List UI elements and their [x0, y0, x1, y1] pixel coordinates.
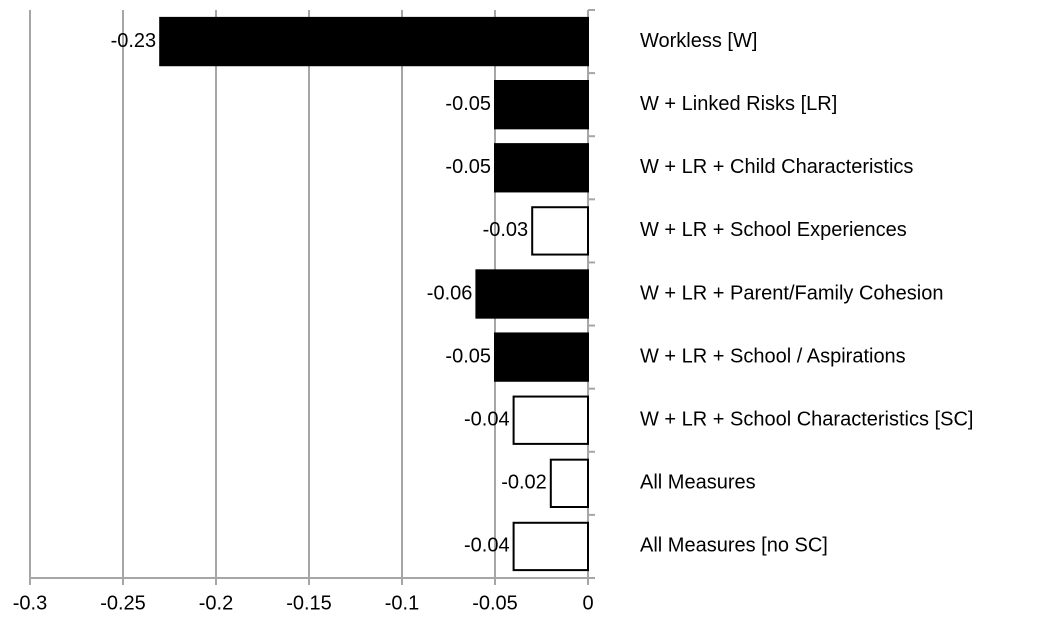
category-label: W + LR + School Characteristics [SC] [640, 409, 973, 431]
x-tick-label: -0.05 [472, 592, 518, 614]
category-label: W + LR + Parent/Family Cohesion [640, 282, 943, 304]
data-label: -0.23 [111, 30, 157, 52]
data-label: -0.05 [445, 345, 491, 367]
data-label: -0.05 [445, 93, 491, 115]
category-label: W + LR + School / Aspirations [640, 345, 906, 367]
bar [512, 521, 589, 572]
data-label: -0.06 [427, 282, 473, 304]
x-tick-label: -0.15 [286, 592, 332, 614]
category-label: All Measures [no SC] [640, 535, 828, 557]
x-tick-label: -0.1 [385, 592, 419, 614]
category-label: W + LR + School Experiences [640, 219, 907, 241]
x-tick-label: -0.2 [199, 592, 233, 614]
data-label: -0.04 [464, 409, 510, 431]
category-label: All Measures [640, 472, 756, 494]
bar [494, 332, 589, 382]
category-label: W + Linked Risks [LR] [640, 93, 837, 115]
bar [512, 395, 589, 445]
data-label: -0.04 [464, 535, 510, 557]
x-tick-label: -0.3 [13, 592, 47, 614]
bar [475, 269, 589, 319]
bar [531, 206, 590, 256]
data-label: -0.02 [501, 472, 547, 494]
data-label: -0.05 [445, 156, 491, 178]
x-tick-label: -0.25 [100, 592, 146, 614]
data-label: -0.03 [483, 219, 529, 241]
bar [159, 16, 589, 67]
category-label: Workless [W] [640, 30, 757, 52]
category-label: W + LR + Child Characteristics [640, 156, 913, 178]
bar [549, 458, 589, 508]
x-tick-label: 0 [582, 592, 593, 614]
bar [494, 80, 589, 130]
bar [494, 143, 589, 193]
